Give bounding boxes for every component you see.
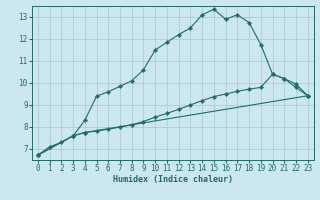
X-axis label: Humidex (Indice chaleur): Humidex (Indice chaleur) — [113, 175, 233, 184]
